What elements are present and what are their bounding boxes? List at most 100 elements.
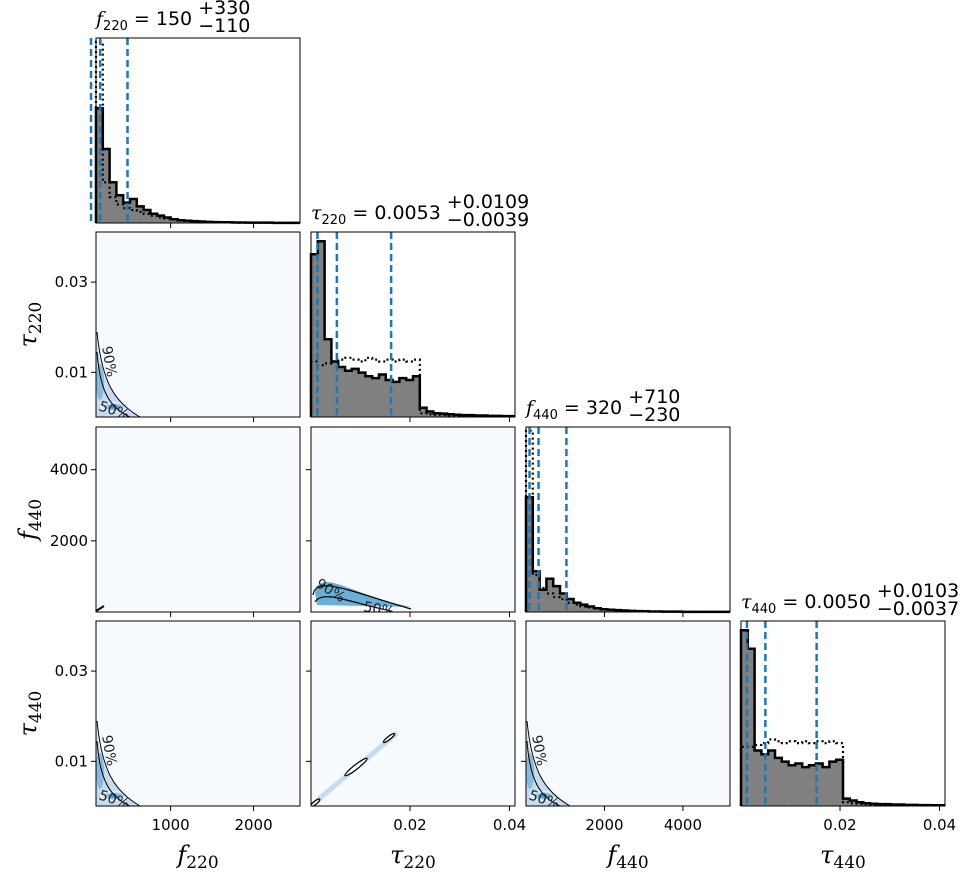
hist-bar [345,370,353,417]
title-value: = 320 [558,397,622,419]
x-axis-symbol: τ [820,841,834,869]
title-value: = 0.0050 [776,591,870,613]
title-plus: +330 [198,0,250,19]
title-symbol: f [524,397,536,419]
density-content [311,731,399,806]
panel-frame [525,620,731,807]
density-background [311,427,515,612]
x-axis-label: τ440 [820,841,866,873]
panel-frame [95,426,301,613]
contour-50 [96,605,105,612]
x-axis-sub: 440 [833,853,865,873]
hist-bar [136,206,144,223]
hist-bar [311,254,319,417]
hist-bar [822,767,830,806]
y-tick-label: 2000 [50,532,88,550]
title-minus: −230 [628,404,680,426]
density-core [100,791,128,801]
y-axis-label: f440 [14,499,46,542]
panel-background [526,427,730,612]
panel-frame [310,231,516,418]
hist-bar [768,750,776,806]
contour-50 [96,740,131,806]
contour-label-90: 90% [528,734,549,767]
title-value: = 150 [128,8,192,30]
hist-bar [863,803,871,806]
hist-bar [379,374,387,417]
hist-bar [546,578,554,612]
histogram-panel-f440: f440 = 320 +710−230 [524,386,731,614]
hist-bar [775,757,783,806]
hist-bar [849,800,857,806]
density-content [96,605,105,612]
hist-bar [413,376,421,417]
density-background [96,427,300,612]
hist-bar [324,339,332,417]
density-panel-f220-τ440: 90%50% [95,620,301,807]
hist-bar [123,202,131,223]
histogram-title: f440 = 320 [524,397,622,423]
hist-bar [338,367,346,417]
y-tick-label: 0.03 [55,273,88,291]
contour-90 [382,732,396,744]
hist-bar [170,219,178,223]
hist-bar [539,589,547,612]
hist-bar [109,182,117,223]
hist-bar [358,372,366,417]
hist-bar [587,606,595,612]
hist-bar [143,210,151,223]
panel-frame [310,426,516,613]
panel-frame [310,620,516,807]
panel-background [96,38,300,223]
y-axis-label: τ440 [14,691,46,737]
hist-bar [566,599,574,612]
contour-label-50: 50% [362,599,395,620]
y-axis-sub: 440 [26,691,46,723]
hist-bar [372,378,380,417]
y-axis-symbol: τ [14,333,42,347]
density-core [530,791,558,801]
hist-bar [365,376,373,417]
title-symbol: τ [741,591,752,613]
x-axis-sub: 440 [616,853,648,873]
hist-bar [802,767,810,806]
hist-bar [102,149,110,223]
panel-frame [95,37,301,224]
density-core [100,402,128,412]
y-tick-label: 0.01 [55,752,88,770]
hist-bar [385,380,393,417]
hist-outline [309,240,515,418]
histogram-title: τ220 = 0.0053 [311,202,441,228]
density-core-vert [96,364,104,400]
title-minus: −110 [198,15,250,37]
contour-edge [311,798,321,806]
x-axis-label: τ220 [390,841,436,873]
x-tick-label: 2000 [585,816,623,834]
hist-outline [739,629,945,807]
title-plus: +710 [628,386,680,408]
y-tick-label: 0.03 [55,662,88,680]
hist-bar [594,608,602,612]
panel-frame [740,620,946,807]
hist-bar [177,220,185,223]
hist-bar [331,361,339,417]
density-content: 90%50% [526,720,571,806]
contour-90 [96,331,141,417]
hist-bar [843,798,851,806]
x-axis-sub: 220 [186,853,218,873]
density-background [96,232,300,417]
y-axis-sub: 440 [26,499,46,531]
title-minus: −0.0039 [447,209,529,231]
x-axis-label: f220 [175,841,218,873]
y-axis-label: τ220 [14,302,46,348]
hist-bar [809,765,817,806]
histogram-title: f220 = 150 [94,8,192,34]
hist-bar [351,368,359,417]
hist-bar [116,195,124,223]
hist-bar [164,217,172,223]
hist-bar [600,609,608,612]
contour-90 [312,585,412,610]
x-tick-label: 1000 [152,816,190,834]
contour-label-90: 90% [98,734,119,767]
